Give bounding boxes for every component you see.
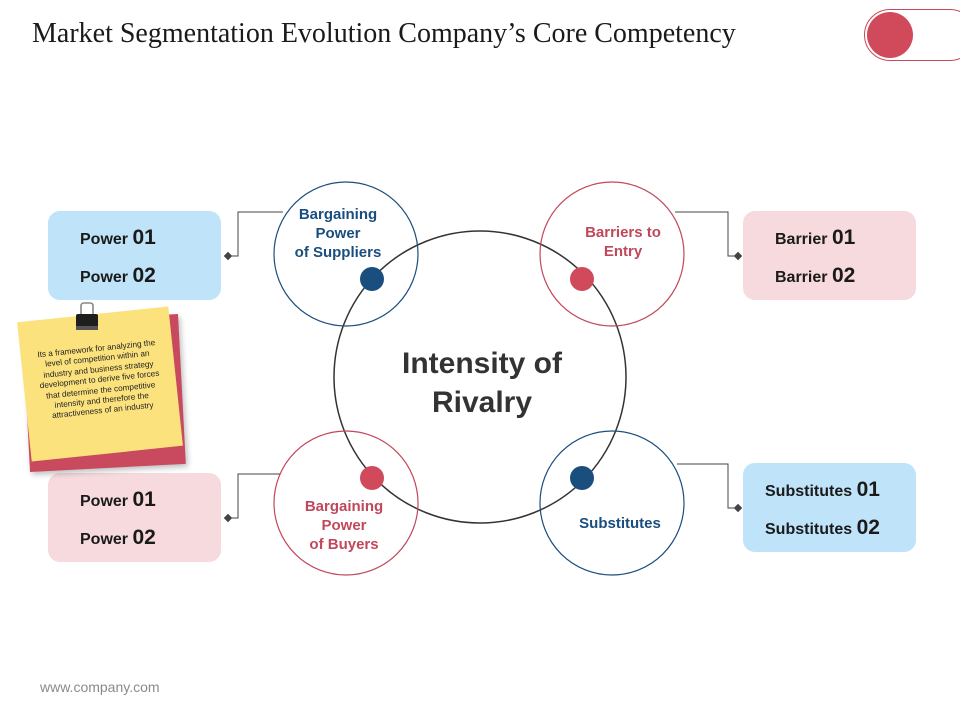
connector-bottom-left [228, 473, 280, 519]
connector-top-right [675, 211, 738, 257]
circle-substitutes [539, 430, 685, 576]
label-suppliers: Bargaining Power of Suppliers [278, 205, 398, 262]
toggle-switch[interactable] [864, 9, 960, 61]
label-barriers-line1: Barriers to [585, 224, 661, 241]
box-top-right: Barrier 01 Barrier 02 [743, 211, 916, 300]
label-barriers-line2: Entry [603, 243, 643, 260]
dot-substitutes [570, 466, 594, 490]
label-suppliers-line3: of Suppliers [294, 244, 382, 261]
box-bottom-left: Power 01 Power 02 [48, 473, 221, 562]
page-title: Market Segmentation Evolution Company’s … [32, 18, 736, 49]
label-suppliers-line1: Bargaining [298, 206, 378, 223]
center-circle [333, 230, 627, 524]
label-buyers-line2: Power [321, 517, 367, 534]
circle-suppliers [273, 181, 419, 327]
box-top-left: Power 01 Power 02 [48, 211, 221, 300]
circle-buyers [273, 430, 419, 576]
box-item: Barrier 01 [775, 226, 856, 249]
binder-clip-icon [76, 302, 98, 330]
box-item: Power 01 [80, 488, 156, 511]
box-item: Substitutes 02 [765, 516, 880, 539]
box-item: Substitutes 01 [765, 478, 880, 501]
box-item: Power 02 [80, 526, 156, 549]
center-label-line1: Intensity of [401, 347, 562, 380]
connector-bottom-right [677, 463, 738, 509]
dot-buyers [360, 466, 384, 490]
label-substitutes-line1: Substitutes [579, 515, 661, 532]
center-label: Intensity of Rivalry [382, 344, 582, 422]
footer-url: www.company.com [40, 679, 160, 695]
box-item: Barrier 02 [775, 264, 856, 287]
label-buyers: Bargaining Power of Buyers [284, 497, 404, 554]
label-suppliers-line2: Power [315, 225, 361, 242]
center-label-line2: Rivalry [431, 386, 533, 419]
dot-barriers [570, 267, 594, 291]
dot-suppliers [360, 267, 384, 291]
connector-top-left [228, 211, 283, 257]
label-buyers-line1: Bargaining [304, 498, 384, 515]
box-item: Power 02 [80, 264, 156, 287]
label-barriers: Barriers to Entry [563, 223, 683, 261]
box-bottom-right: Substitutes 01 Substitutes 02 [743, 463, 916, 552]
toggle-knob[interactable] [867, 12, 913, 58]
box-item: Power 01 [80, 226, 156, 249]
label-buyers-line3: of Buyers [309, 536, 379, 553]
label-substitutes: Substitutes [560, 514, 680, 533]
circle-barriers [539, 181, 685, 327]
sticky-note-text: Its a framework for analyzing the level … [36, 338, 160, 421]
